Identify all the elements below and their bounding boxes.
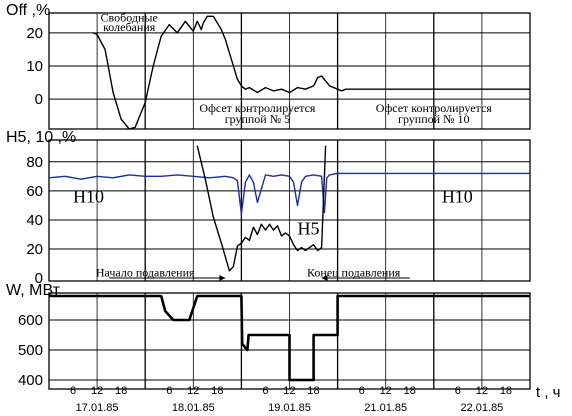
- y-tick-label: 80: [26, 154, 43, 171]
- series-layer: [48, 15, 530, 382]
- annotation-text: Начало подавления: [96, 266, 195, 280]
- annotation-text: колебания: [103, 20, 156, 34]
- day-label: 19.01.85: [268, 402, 311, 414]
- day-label: 21.01.85: [364, 402, 407, 414]
- x-axis-title: t , ч: [536, 384, 561, 401]
- series-line: [196, 145, 327, 272]
- y-axis-title: Off ,%: [6, 2, 50, 19]
- y-tick-label: 500: [18, 342, 43, 359]
- day-label: 18.01.85: [172, 402, 215, 414]
- y-tick-label: 10: [26, 58, 43, 75]
- y-tick-label: 20: [26, 25, 43, 42]
- x-tick-label: 6: [359, 385, 365, 397]
- onset-arrowhead: [219, 275, 226, 281]
- x-tick-label: 18: [500, 385, 512, 397]
- end-arrowhead: [321, 275, 328, 281]
- x-tick-label: 18: [211, 385, 223, 397]
- y-tick-label: 0: [35, 270, 43, 287]
- y-tick-label: 0: [35, 91, 43, 108]
- x-tick-label: 6: [455, 385, 461, 397]
- x-tick-label: 12: [283, 385, 295, 397]
- x-tick-label: 6: [166, 385, 172, 397]
- series-name-label: H10: [442, 187, 473, 207]
- annotation-text: Офсет контролируется: [376, 101, 492, 115]
- x-tick-label: 6: [262, 385, 268, 397]
- series-line: [92, 15, 530, 130]
- annotation-text: Офсет контролируется: [199, 101, 315, 115]
- x-tick-label: 12: [91, 385, 103, 397]
- series-name-label: H10: [73, 187, 104, 207]
- series-name-label: H5: [298, 218, 320, 238]
- x-tick-label: 12: [476, 385, 488, 397]
- y-tick-label: 400: [18, 372, 43, 389]
- y-tick-label: 40: [26, 212, 43, 229]
- day-label: 17.01.85: [76, 402, 119, 414]
- annotation-text: группой № 10: [398, 112, 469, 126]
- day-label: 22.01.85: [460, 402, 503, 414]
- annotation-text: группой № 5: [225, 112, 290, 126]
- y-tick-label: 600: [18, 312, 43, 329]
- x-tick-label: 12: [187, 385, 199, 397]
- annotation-text: Свободные: [101, 10, 158, 24]
- series-line: [48, 172, 530, 215]
- y-tick-label: 20: [26, 241, 43, 258]
- y-axis-title: H5, 10 ,%: [6, 129, 76, 146]
- y-axis-title: W, МВт: [6, 282, 61, 299]
- series-line: [49, 294, 530, 382]
- x-tick-label: 18: [307, 385, 319, 397]
- x-tick-label: 12: [380, 385, 392, 397]
- x-tick-label: 18: [115, 385, 127, 397]
- y-tick-label: 60: [26, 183, 43, 200]
- x-tick-label: 18: [404, 385, 416, 397]
- annotation-text: Конец подавления: [307, 266, 401, 280]
- x-tick-label: 6: [70, 385, 76, 397]
